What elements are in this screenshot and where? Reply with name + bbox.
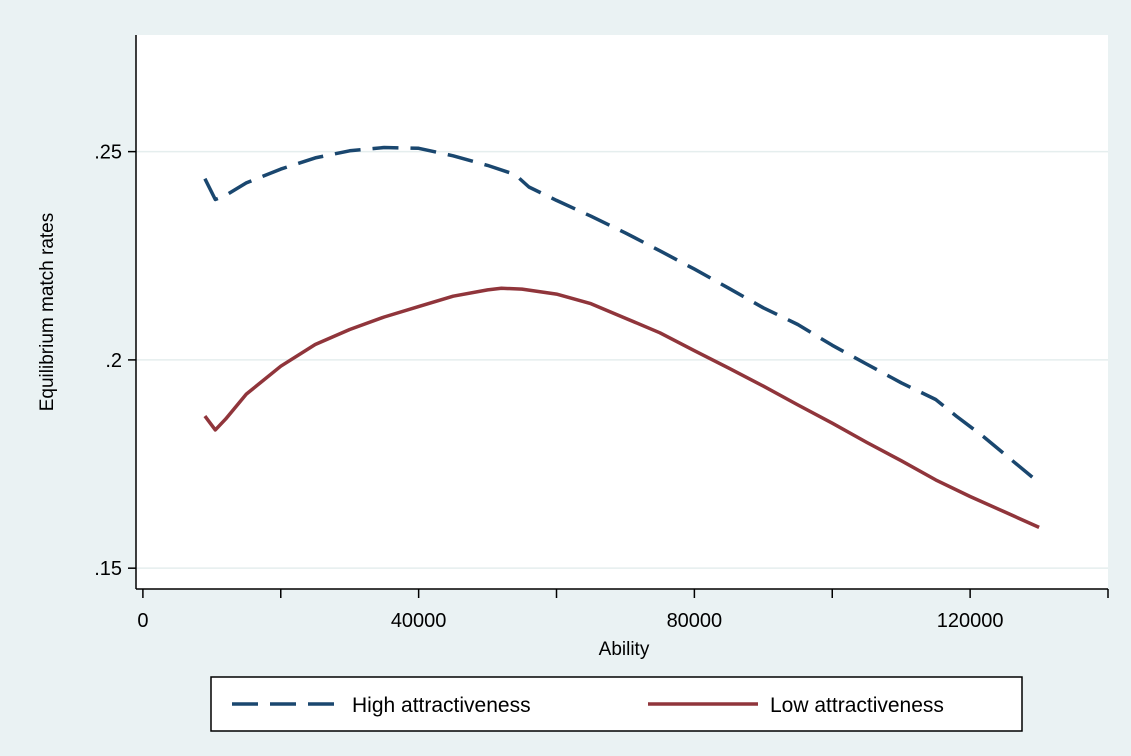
series-line-low-attractiveness [203, 286, 1040, 529]
x-axis-title: Ability [599, 639, 650, 660]
x-tick-label: 120000 [937, 610, 1004, 632]
legend-label-high: High attractiveness [352, 694, 531, 717]
axes [135, 35, 1108, 590]
x-tick-label: 80000 [667, 610, 723, 632]
legend-box [210, 676, 1023, 732]
gridlines [136, 150, 1108, 569]
legend: High attractiveness Low attractiveness [210, 676, 1023, 732]
ticks: .15 .2 .25 0 40000 80000 120000 [94, 142, 1109, 632]
series-lines [203, 145, 1041, 529]
x-tick-label: 0 [137, 610, 148, 632]
legend-label-low: Low attractiveness [770, 694, 944, 717]
y-tick-label: .25 [94, 142, 122, 164]
y-axis-title: Equilibrium match rates [37, 213, 58, 412]
y-tick-label: .15 [94, 558, 122, 580]
x-tick-label: 40000 [391, 610, 447, 632]
series-line-high-attractiveness [203, 145, 1041, 485]
plot-region-background [136, 35, 1108, 589]
y-tick-label: .2 [105, 350, 122, 372]
